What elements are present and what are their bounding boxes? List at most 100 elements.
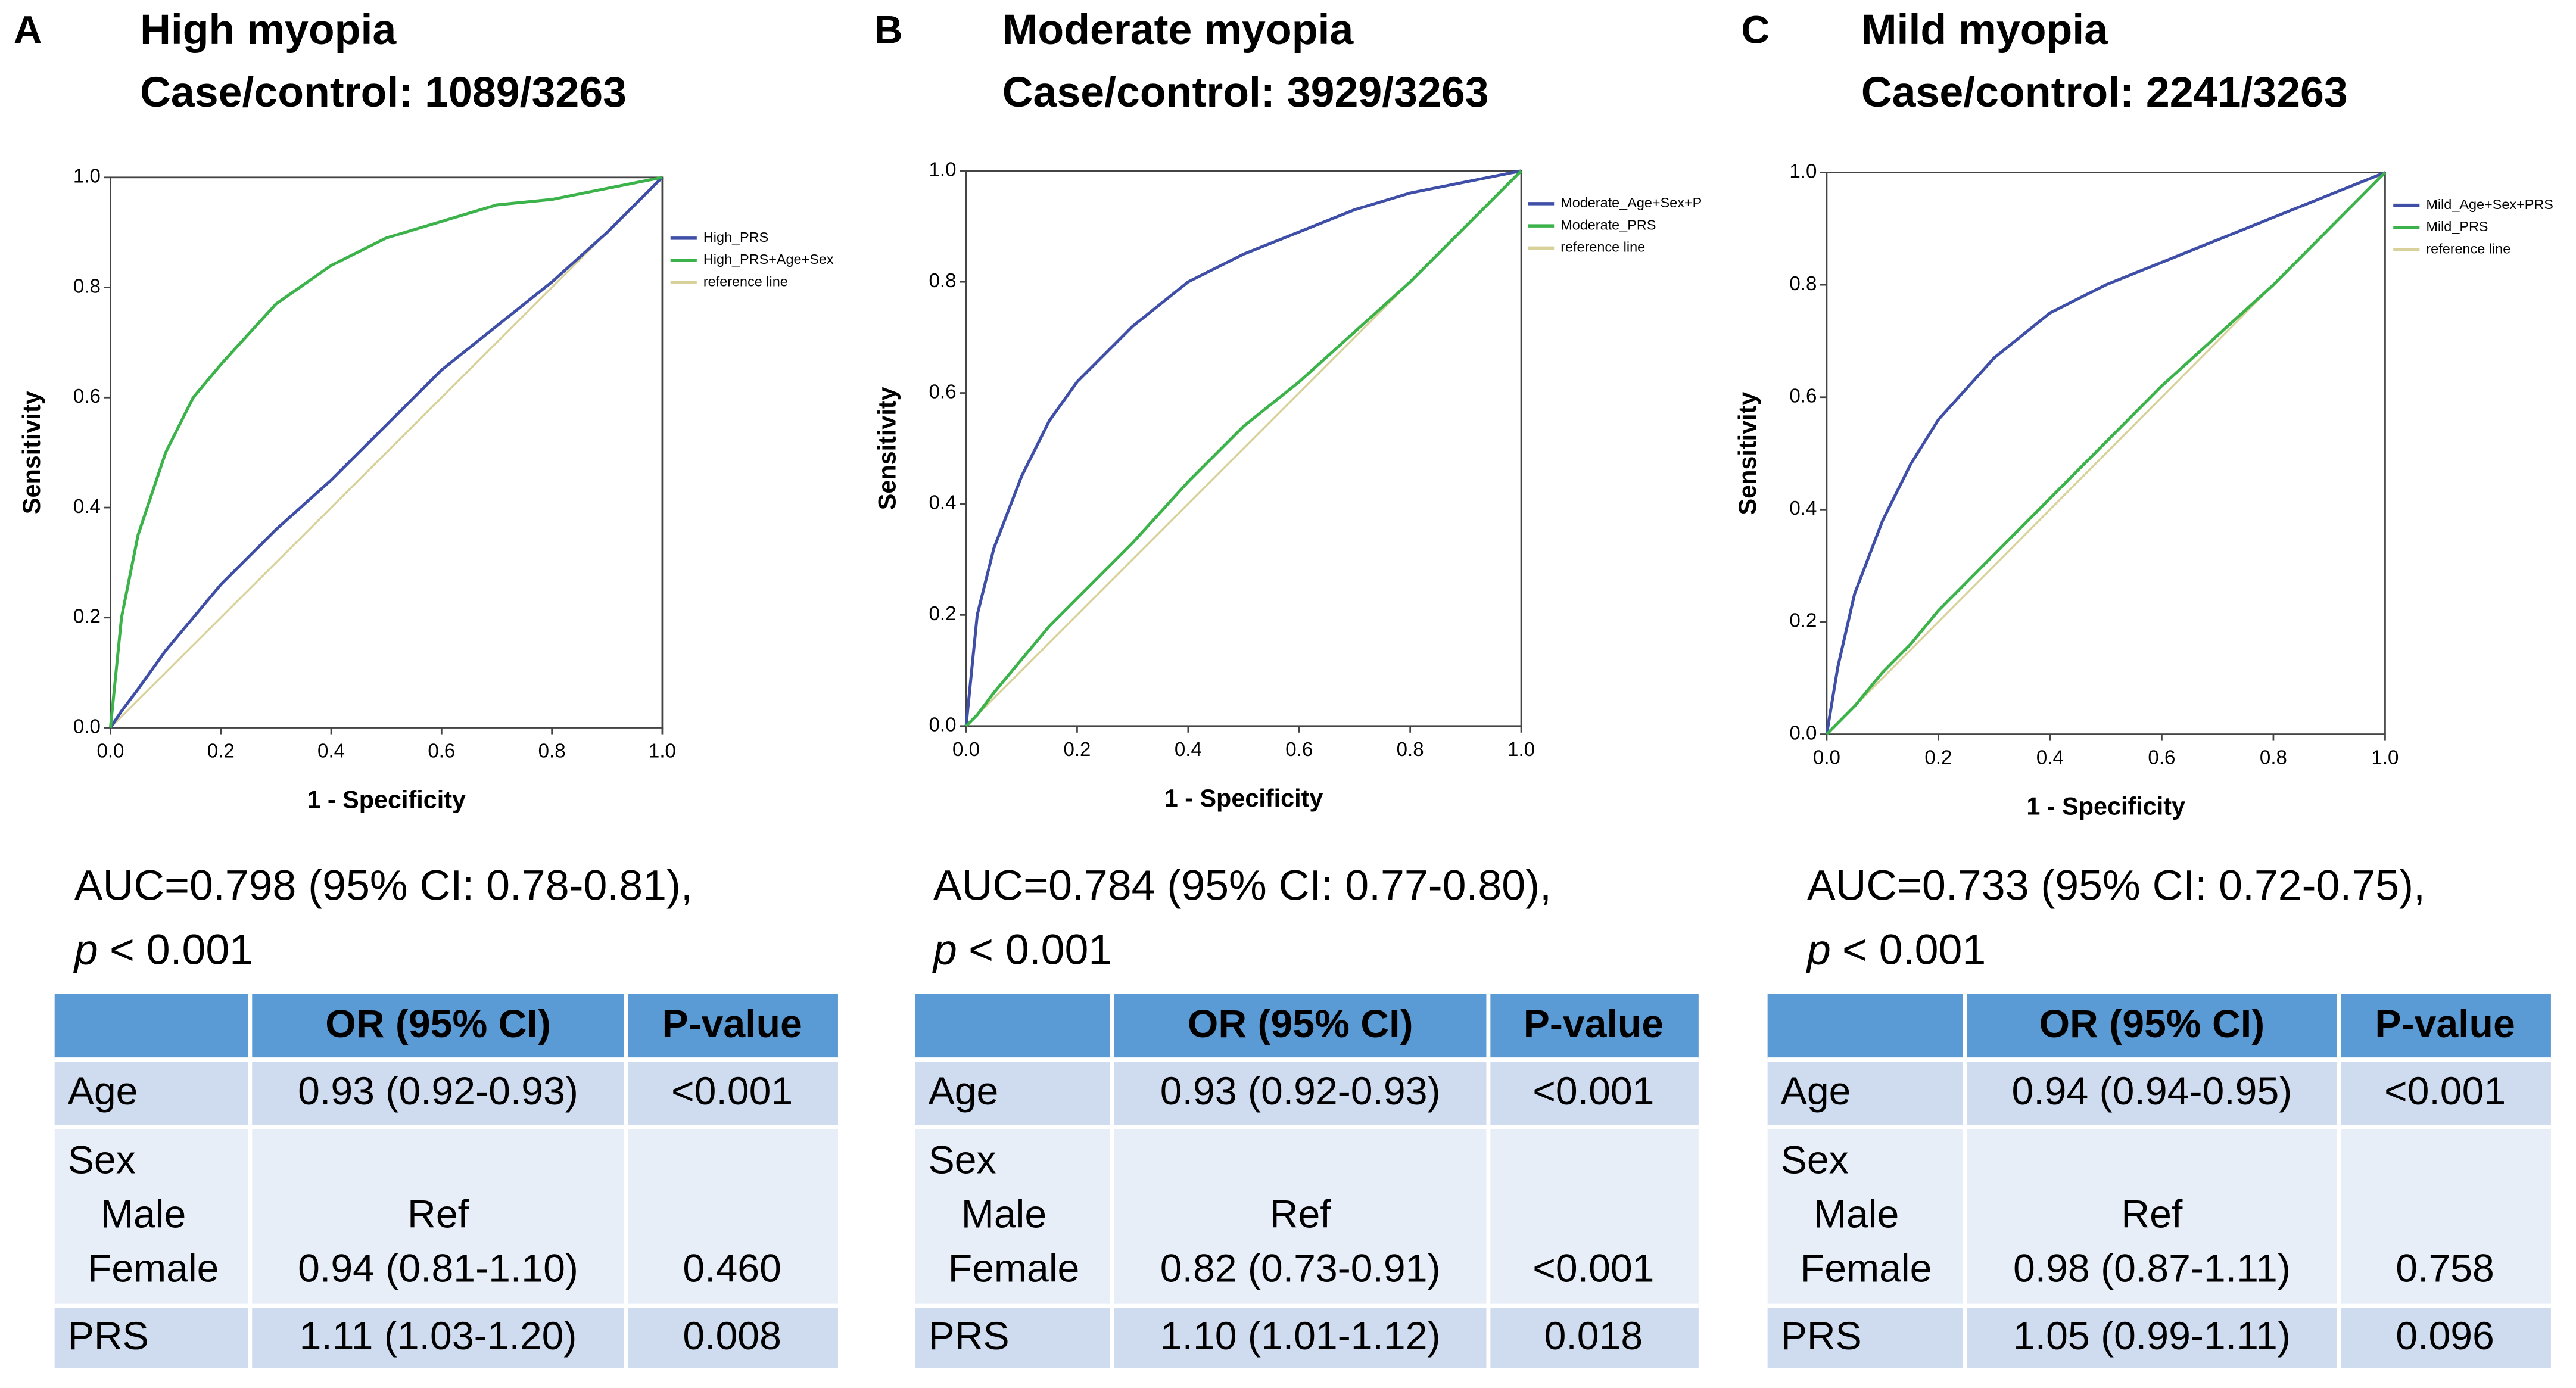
x-tick-label: 0.0 [952, 739, 980, 761]
p-value: < 0.001 [110, 926, 253, 973]
y-tick-label: 0.4 [929, 492, 957, 514]
y-tick-label: 0.0 [73, 715, 101, 737]
x-tick-label: 1.0 [1507, 739, 1535, 761]
y-tick-label: 0.6 [1789, 385, 1817, 407]
odds-ratio: 0.94 (0.81-1.10) [298, 1247, 578, 1291]
row-label: Male [961, 1193, 1046, 1237]
odds-ratio: 0.93 (0.92-0.93) [298, 1069, 578, 1113]
chart-subtitle: Case/control: 2241/3263 [1861, 69, 2348, 116]
legend-label: High_PRS [703, 229, 768, 245]
y-tick-label: 0.0 [929, 714, 957, 736]
y-tick-label: 0.4 [1789, 497, 1817, 519]
p-value: < 0.001 [1842, 926, 1986, 973]
row-label: Male [1814, 1193, 1899, 1237]
roc-curve [110, 176, 664, 729]
panel-letter: B [874, 8, 903, 52]
p-text: p < 0.001 [1806, 926, 1986, 973]
table-row [54, 1059, 838, 1127]
row-label: PRS [68, 1314, 149, 1358]
y-tick-label: 0.0 [1789, 722, 1817, 744]
table-header: OR (95% CI) [2039, 1002, 2265, 1046]
table-header: OR (95% CI) [325, 1002, 551, 1046]
table-row [54, 1306, 838, 1370]
p-text: p < 0.001 [932, 926, 1112, 973]
roc-curve [1826, 171, 2387, 736]
p-text: p < 0.001 [73, 926, 253, 973]
row-label: Sex [929, 1138, 996, 1182]
p-value-cell: 0.758 [2396, 1247, 2494, 1291]
auc-text: AUC=0.784 (95% CI: 0.77-0.80), [933, 862, 1552, 910]
odds-ratio: 0.82 (0.73-0.91) [1160, 1247, 1441, 1291]
chart-subtitle: Case/control: 1089/3263 [140, 69, 627, 116]
p-value-cell: 0.018 [1544, 1314, 1643, 1358]
chart-subtitle: Case/control: 3929/3263 [1002, 69, 1489, 116]
y-axis-label: Sensitivity [18, 391, 45, 514]
x-tick-label: 0.8 [2260, 747, 2287, 769]
row-label: Sex [1781, 1138, 1849, 1182]
row-label: PRS [929, 1314, 1010, 1358]
legend-label: Moderate_Age+Sex+P [1560, 195, 1702, 210]
odds-ratio: Ref [407, 1193, 469, 1237]
row-label: PRS [1781, 1314, 1862, 1358]
x-tick-label: 0.4 [1175, 739, 1202, 761]
table-row [1767, 1059, 2551, 1127]
table-row [915, 994, 1699, 1060]
x-axis-label: 1 - Specificity [2026, 793, 2185, 820]
row-label: Female [88, 1247, 219, 1291]
y-tick-label: 0.2 [73, 606, 101, 628]
odds-ratio: 0.94 (0.94-0.95) [2012, 1069, 2292, 1113]
y-axis-label: Sensitivity [873, 387, 901, 510]
table-header: P-value [662, 1002, 802, 1046]
chart-title: Moderate myopia [1002, 6, 1354, 54]
legend-label: Moderate_PRS [1560, 217, 1656, 232]
odds-ratio: 1.11 (1.03-1.20) [300, 1314, 577, 1358]
y-tick-label: 0.8 [73, 275, 101, 297]
x-tick-label: 1.0 [2371, 747, 2399, 769]
roc-curve [108, 176, 663, 728]
table-header: OR (95% CI) [1188, 1002, 1413, 1046]
odds-ratio: Ref [2121, 1193, 2183, 1237]
legend-label: High_PRS+Age+Sex [703, 251, 834, 267]
y-tick-label: 0.6 [73, 385, 101, 407]
row-label: Female [948, 1247, 1080, 1291]
y-tick-label: 0.2 [1789, 610, 1817, 632]
p-value-cell: <0.001 [671, 1069, 793, 1113]
curves [108, 176, 664, 729]
p-value: < 0.001 [968, 926, 1112, 973]
x-tick-label: 0.6 [2148, 747, 2175, 769]
y-tick-label: 0.8 [929, 270, 957, 292]
table-row [54, 994, 838, 1060]
x-tick-label: 0.6 [428, 740, 455, 763]
y-tick-label: 0.6 [929, 381, 957, 403]
auc-text: AUC=0.733 (95% CI: 0.72-0.75), [1807, 862, 2425, 910]
chart-title: Mild myopia [1861, 6, 2108, 54]
roc-curve [109, 176, 664, 729]
x-axis-label: 1 - Specificity [1164, 785, 1323, 812]
y-tick-label: 0.8 [1789, 273, 1817, 295]
y-axis-label: Sensitivity [1734, 392, 1761, 515]
y-tick-label: 1.0 [929, 159, 957, 181]
table-row [915, 1126, 1699, 1306]
x-tick-label: 0.0 [1813, 747, 1840, 769]
curves [1825, 171, 2387, 736]
p-symbol: p [1806, 926, 1831, 973]
odds-ratio: 1.10 (1.01-1.12) [1160, 1314, 1441, 1358]
y-tick-label: 0.2 [929, 603, 957, 625]
x-tick-label: 0.2 [1924, 747, 1952, 769]
legend-label: Mild_PRS [2426, 219, 2488, 234]
x-tick-label: 0.2 [207, 740, 235, 763]
x-tick-label: 0.0 [96, 740, 124, 763]
chart-title: High myopia [140, 6, 397, 54]
x-tick-label: 0.6 [1285, 739, 1313, 761]
p-value-cell: 0.460 [683, 1247, 781, 1291]
odds-ratio: 0.93 (0.92-0.93) [1160, 1069, 1441, 1113]
roc-curve [1825, 171, 2386, 735]
legend-label: Mild_Age+Sex+PRS [2426, 197, 2553, 212]
y-tick-label: 1.0 [1789, 160, 1817, 182]
legend-label: reference line [703, 273, 788, 289]
p-symbol: p [73, 926, 98, 973]
auc-text: AUC=0.798 (95% CI: 0.78-0.81), [74, 862, 693, 910]
p-value-cell: <0.001 [2384, 1069, 2506, 1113]
roc-curve [965, 170, 1522, 727]
